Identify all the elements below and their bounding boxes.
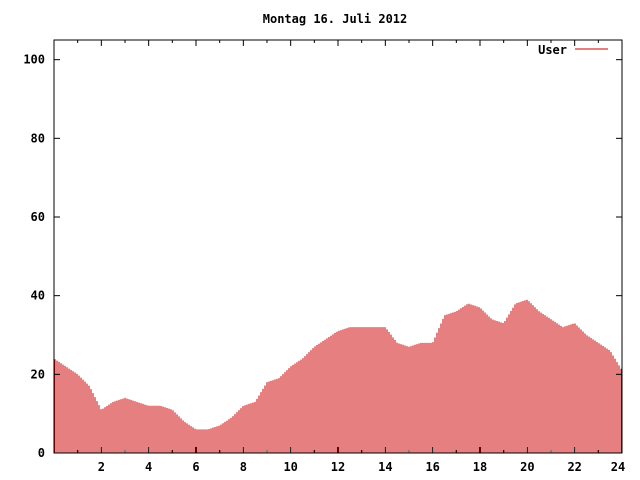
x-tick-label: 6: [192, 460, 199, 474]
y-tick-label: 60: [31, 210, 45, 224]
y-tick-label: 80: [31, 131, 45, 145]
y-tick-label: 20: [31, 367, 45, 381]
x-tick-label: 24: [611, 460, 625, 474]
x-tick-label: 8: [240, 460, 247, 474]
y-tick-label: 40: [31, 289, 45, 303]
x-tick-label: 4: [145, 460, 152, 474]
x-tick-label: 18: [473, 460, 487, 474]
bars-group: [54, 299, 622, 453]
x-tick-label: 10: [283, 460, 297, 474]
x-tick-label: 20: [520, 460, 534, 474]
legend-label: User: [538, 43, 567, 57]
x-tick-label: 2: [98, 460, 105, 474]
y-tick-label: 0: [38, 446, 45, 460]
legend: User: [538, 43, 608, 57]
x-tick-label: 16: [425, 460, 439, 474]
y-tick-label: 100: [23, 53, 45, 67]
x-tick-label: 22: [567, 460, 581, 474]
chart-title: Montag 16. Juli 2012: [263, 12, 408, 26]
x-tick-label: 14: [378, 460, 392, 474]
x-tick-label: 12: [331, 460, 345, 474]
